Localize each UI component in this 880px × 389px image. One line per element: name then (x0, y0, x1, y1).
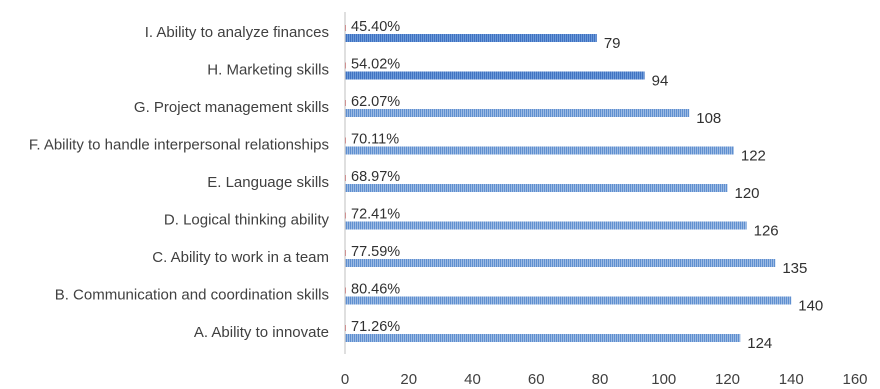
bar-b-communication-and-coordination-skills (345, 296, 792, 305)
category-label-f-ability-to-handle-interpersonal-relationships: F. Ability to handle interpersonal relat… (29, 137, 329, 154)
category-label-e-language-skills: E. Language skills (207, 174, 329, 191)
value-label-e-language-skills: 120 (735, 185, 760, 202)
category-label-b-communication-and-coordination-skills: B. Communication and coordination skills (55, 287, 329, 304)
category-label-d-logical-thinking-ability: D. Logical thinking ability (164, 212, 330, 229)
bar-e-language-skills (345, 184, 728, 192)
labels-group: I. Ability to analyze finances 45.40% 79 H.… (29, 19, 823, 352)
category-label-c-ability-to-work-in-a-team: C. Ability to work in a team (152, 249, 329, 266)
x-tick-label: 60 (528, 371, 545, 388)
percent-label-a-ability-to-innovate: 71.26% (351, 319, 400, 335)
x-tick-label: 160 (842, 371, 867, 388)
category-label-a-ability-to-innovate: A. Ability to innovate (194, 324, 329, 341)
x-tick-label: 120 (715, 371, 740, 388)
x-tick-label: 100 (651, 371, 676, 388)
value-label-g-project-management-skills: 108 (696, 110, 721, 127)
bar-g-project-management-skills (345, 109, 690, 117)
bar-d-logical-thinking-ability (345, 221, 747, 230)
bar-h-marketing-skills (345, 71, 645, 80)
category-label-h-marketing-skills: H. Marketing skills (207, 62, 329, 79)
bars-group (344, 25, 792, 342)
value-label-a-ability-to-innovate: 124 (747, 335, 772, 352)
value-label-b-communication-and-coordination-skills: 140 (798, 298, 823, 315)
category-label-g-project-management-skills: G. Project management skills (134, 99, 329, 116)
percent-label-c-ability-to-work-in-a-team: 77.59% (351, 244, 400, 260)
bar-c-ability-to-work-in-a-team (345, 259, 776, 267)
x-axis-ticks: 0 20 40 60 80 100 120 140 160 (341, 371, 868, 388)
percent-label-h-marketing-skills: 54.02% (351, 57, 400, 73)
x-tick-label: 20 (400, 371, 417, 388)
value-label-i-ability-to-analyze-finances: 79 (604, 35, 621, 52)
percent-label-g-project-management-skills: 62.07% (351, 94, 400, 110)
percent-label-i-ability-to-analyze-finances: 45.40% (351, 19, 400, 35)
value-label-f-ability-to-handle-interpersonal-relationships: 122 (741, 148, 766, 165)
x-tick-label: 40 (464, 371, 481, 388)
x-tick-label: 0 (341, 371, 349, 388)
bar-f-ability-to-handle-interpersonal-relationships (345, 146, 734, 155)
bar-i-ability-to-analyze-finances (345, 34, 597, 42)
percent-label-d-logical-thinking-ability: 72.41% (351, 207, 400, 223)
value-label-h-marketing-skills: 94 (652, 73, 669, 90)
value-label-d-logical-thinking-ability: 126 (754, 223, 779, 240)
percent-label-f-ability-to-handle-interpersonal-relationships: 70.11% (351, 132, 399, 148)
x-tick-label: 80 (592, 371, 609, 388)
bar-a-ability-to-innovate (345, 334, 741, 342)
percent-label-e-language-skills: 68.97% (351, 169, 400, 185)
value-label-c-ability-to-work-in-a-team: 135 (782, 260, 807, 277)
category-label-i-ability-to-analyze-finances: I. Ability to analyze finances (145, 24, 329, 41)
percent-label-b-communication-and-coordination-skills: 80.46% (351, 282, 400, 298)
x-tick-label: 140 (779, 371, 804, 388)
